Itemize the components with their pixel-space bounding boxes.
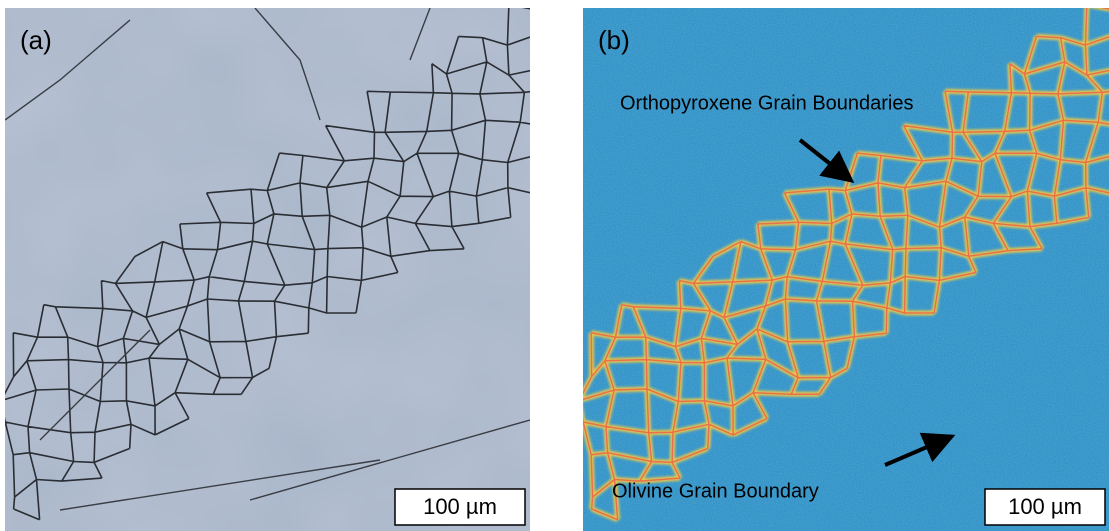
annotation: Olivine Grain Boundary xyxy=(612,480,819,502)
panel-b xyxy=(579,0,1109,531)
micrograph-texture xyxy=(5,8,530,531)
figure: (a) 100 µm (b) Orthopyroxene Grain Bound… xyxy=(0,0,1109,531)
scale-bar-label: 100 µm xyxy=(423,494,497,519)
page: (a) 100 µm (b) Orthopyroxene Grain Bound… xyxy=(0,0,1109,531)
panel-a xyxy=(1,0,583,531)
panel-label: (b) xyxy=(598,25,630,55)
scale-bar-label: 100 µm xyxy=(1008,494,1082,519)
annotation: Orthopyroxene Grain Boundaries xyxy=(620,92,914,114)
panel-label: (a) xyxy=(20,25,52,55)
